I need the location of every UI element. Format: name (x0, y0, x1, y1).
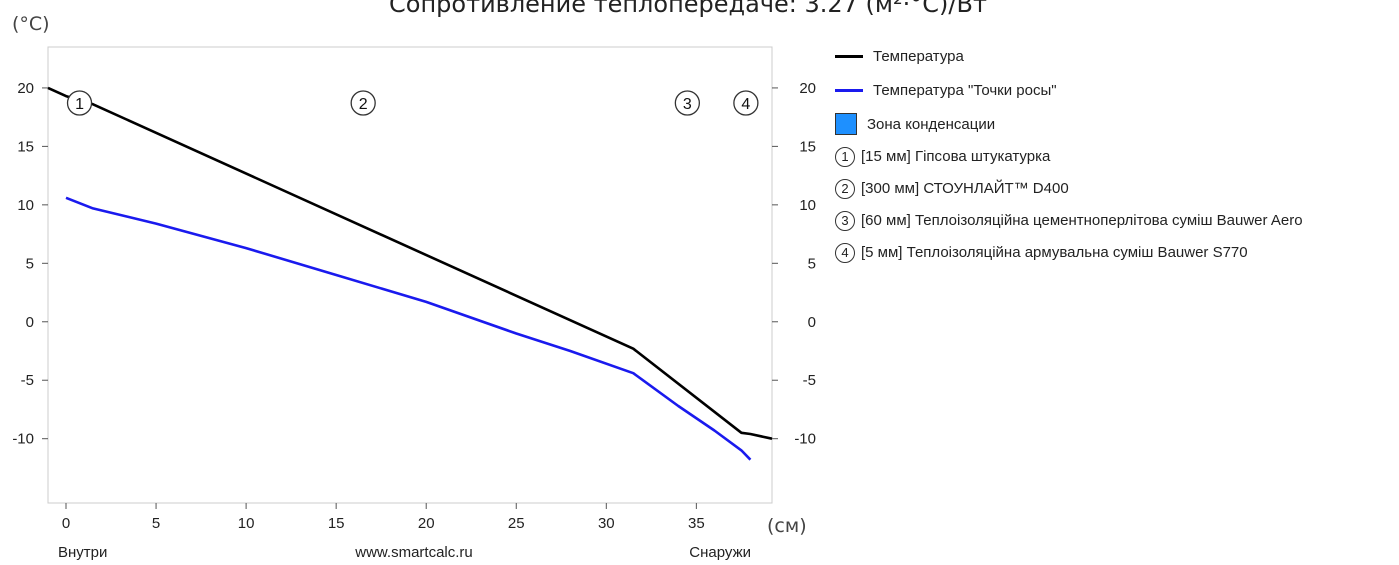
y-tick-label-left: 15 (17, 138, 34, 155)
layer-badge-number: 4 (741, 96, 750, 113)
legend-layer-1: 1 [15 мм] Гіпсова штукатурка (835, 146, 1375, 168)
temperature-line (47, 86, 773, 440)
layer-badge-number: 3 (683, 96, 692, 113)
legend-label-condensation: Зона конденсации (867, 115, 996, 133)
x-tick-label: 30 (598, 515, 615, 532)
legend-layer-label: [60 мм] Теплоізоляційна цементноперлітов… (861, 212, 1303, 229)
chart-series (47, 86, 773, 461)
legend-swatch-dew-point (835, 88, 863, 92)
legend-layer-number: 2 (835, 179, 855, 200)
layer-badge-1: 1 (66, 90, 93, 116)
y-tick-label-right: -5 (803, 372, 816, 389)
y-tick-label-right: 0 (808, 314, 816, 331)
legend: Температура Температура "Точки росы" Зон… (835, 44, 1375, 274)
x-axis-unit-label: (см) (767, 515, 807, 537)
y-tick-label-right: 15 (799, 138, 816, 155)
legend-swatch-temperature (835, 54, 863, 58)
x-tick-label: 20 (418, 515, 435, 532)
axes: 0 5 10 15 20 25 30 35 20 20 15 15 10 10 5 5 0 0 -5 -5 -10 -10 (12, 46, 816, 532)
y-tick-label-left: -5 (21, 372, 34, 389)
x-tick-label: 0 (62, 515, 70, 532)
y-tick-label-left: 0 (26, 314, 34, 331)
chart-title: Сопротивление теплопередаче: 3.27 (м²·°С… (389, 0, 987, 18)
dew-point-line (65, 196, 752, 461)
y-tick-label-right: 5 (808, 255, 816, 272)
x-tick-label: 25 (508, 515, 525, 532)
y-tick-label-left: -10 (12, 431, 34, 448)
y-tick-label-right: 10 (799, 197, 816, 214)
legend-layer-number: 1 (835, 147, 855, 168)
legend-layer-3: 3 [60 мм] Теплоізоляційна цементноперліто… (835, 210, 1375, 232)
footer-outside-label: Снаружи (689, 544, 751, 561)
legend-label-temperature: Температура (873, 47, 964, 65)
layer-badges: 1 2 3 4 (66, 90, 759, 116)
y-axis-unit-label: (°C) (12, 13, 50, 35)
y-tick-label-right: -10 (794, 431, 816, 448)
y-tick-label-left: 10 (17, 197, 34, 214)
legend-item-temperature: Температура (835, 44, 1375, 68)
plot-area (47, 46, 773, 504)
x-tick-label: 5 (152, 515, 160, 532)
layer-badge-number: 2 (359, 96, 368, 113)
layer-badge-circle (733, 90, 759, 116)
legend-layer-4: 4 [5 мм] Теплоізоляційна армувальна суміш… (835, 242, 1375, 264)
footer-inside-label: Внутри (58, 544, 107, 561)
legend-layer-label: [5 мм] Теплоізоляційна армувальна суміш … (861, 244, 1248, 261)
legend-layer-label: [300 мм] СТОУНЛАЙТ™ D400 (861, 180, 1069, 197)
layer-badge-circle (350, 90, 376, 116)
legend-layer-number: 3 (835, 211, 855, 232)
footer-website-label: www.smartcalc.ru (354, 544, 473, 561)
legend-layer-label: [15 мм] Гіпсова штукатурка (861, 148, 1051, 165)
layer-badge-number: 1 (75, 96, 84, 113)
legend-item-condensation: Зона конденсации (835, 112, 1375, 136)
x-tick-label: 35 (688, 515, 705, 532)
layer-badge-3: 3 (674, 90, 701, 116)
legend-layer-number: 4 (835, 243, 855, 264)
y-tick-label-right: 20 (799, 80, 816, 97)
y-tick-label-left: 5 (26, 255, 34, 272)
legend-swatch-condensation (835, 113, 857, 135)
x-tick-label: 15 (328, 515, 345, 532)
layer-badge-circle (66, 90, 93, 116)
legend-label-dew-point: Температура "Точки росы" (873, 81, 1057, 99)
legend-layer-2: 2 [300 мм] СТОУНЛАЙТ™ D400 (835, 178, 1375, 200)
layer-badge-4: 4 (733, 90, 759, 116)
layer-badge-circle (674, 90, 701, 116)
x-tick-label: 10 (238, 515, 255, 532)
legend-item-dew-point: Температура "Точки росы" (835, 78, 1375, 102)
layer-badge-2: 2 (350, 90, 376, 116)
y-tick-label-left: 20 (17, 80, 34, 97)
